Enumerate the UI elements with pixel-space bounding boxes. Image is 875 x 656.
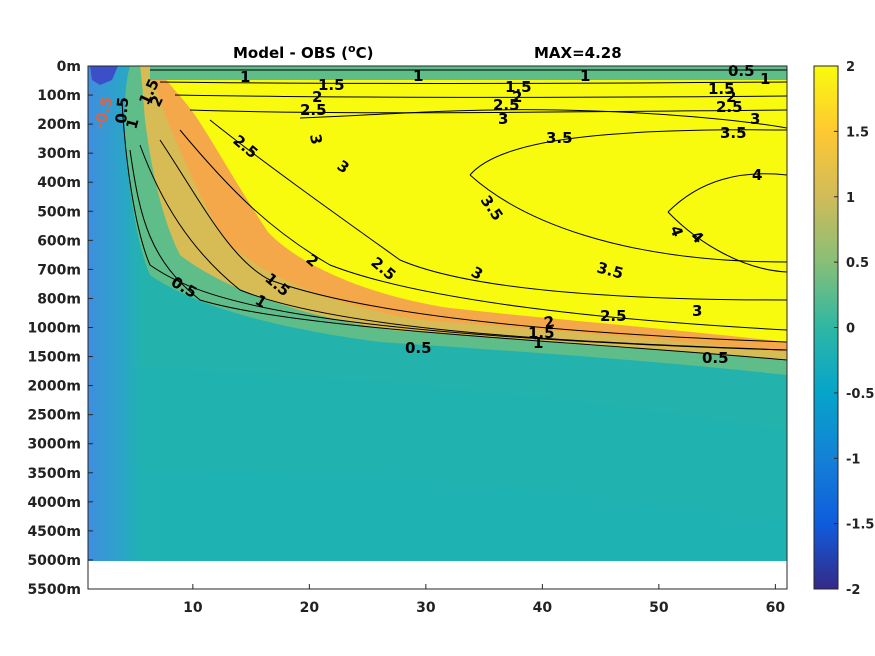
y-tick-label: 300m	[37, 146, 81, 162]
contour-label: 1	[760, 70, 770, 88]
colorbar-tick-label: -2	[846, 583, 860, 598]
x-tick-label: 30	[416, 600, 436, 616]
x-tick-label: 10	[183, 600, 203, 616]
colorbar-tick-label: 0	[846, 322, 855, 337]
y-axis: 0m 100m 200m 300m 400m 500m 600m 700m 800m 1000m 1…	[27, 59, 93, 598]
colorbar-tick-label: 1.5	[846, 125, 869, 140]
y-tick-label: 600m	[37, 233, 81, 249]
colorbar-tick-label: -0.5	[846, 387, 874, 402]
contour-label: 0.5	[728, 62, 755, 80]
contour-label: 1.5	[708, 80, 735, 98]
contour-label: 2	[512, 88, 522, 106]
y-tick-label: 1500m	[27, 350, 81, 366]
y-tick-label: 0m	[57, 59, 81, 75]
y-tick-label: 500m	[37, 204, 81, 220]
heatmap-field	[88, 66, 787, 589]
y-tick-label: 5000m	[27, 553, 81, 569]
y-tick-label: 800m	[37, 291, 81, 307]
contour-label: 1	[580, 67, 590, 85]
contour-label: 1	[413, 67, 423, 85]
contour-label: 0.5	[702, 349, 729, 367]
colorbar-tick-label: 0.5	[846, 256, 869, 271]
contour-label: 1.5	[528, 324, 555, 342]
contour-label: 3.5	[720, 124, 747, 142]
x-tick-label: 50	[649, 600, 669, 616]
contour-label: 1	[240, 68, 250, 86]
chart-title: Model - OBS (oC)	[233, 42, 373, 62]
contour-label: 2	[543, 312, 556, 332]
contour-label: 0.5	[405, 339, 432, 357]
contour-label: 1.5	[505, 78, 532, 96]
y-tick-label: 700m	[37, 262, 81, 278]
colorbar-tick-label: -1.5	[846, 518, 874, 533]
contour-label: 3	[692, 302, 702, 320]
x-axis: 10 20 30 40 50 60	[183, 584, 785, 616]
y-tick-label: 4000m	[27, 495, 81, 511]
contour-label: 2.5	[493, 96, 520, 114]
x-tick-label: 40	[533, 600, 553, 616]
contour-label: 3	[306, 133, 326, 146]
y-tick-label: 5500m	[27, 582, 81, 598]
y-tick-label: 2500m	[27, 408, 81, 424]
contour-label: 1	[122, 116, 142, 131]
y-tick-label: 100m	[37, 88, 81, 104]
contour-label: 3	[750, 110, 760, 128]
contour-label: 0.5	[112, 96, 132, 124]
contour-label: 4	[752, 166, 762, 184]
contour-label: 2	[726, 88, 736, 106]
colorbar-tick-label: 2	[846, 60, 855, 75]
chart-max-label: MAX=4.28	[534, 44, 622, 62]
contour-label: 3.5	[546, 129, 573, 147]
contour-label: 1	[533, 334, 543, 352]
contour-label: 2.5	[300, 101, 327, 119]
y-tick-label: 200m	[37, 117, 81, 133]
y-tick-label: 3500m	[27, 466, 81, 482]
y-tick-label: 400m	[37, 175, 81, 191]
contour-label: 3	[498, 110, 508, 128]
colorbar-axis: 2 1.5 1 0.5 0 -0.5 -1 -1.5 -2	[834, 60, 874, 598]
colorbar-tick-label: -1	[846, 452, 860, 467]
contour-label: 2.5	[600, 307, 627, 325]
y-tick-label: 2000m	[27, 379, 81, 395]
y-tick-label: 4500m	[27, 524, 81, 540]
y-tick-label: 1000m	[27, 321, 81, 337]
contour-label: 1.5	[318, 76, 345, 94]
contour-label: 2.5	[716, 98, 743, 116]
x-tick-label: 20	[300, 600, 320, 616]
contour-label: 2	[312, 88, 322, 106]
colorbar-tick-label: 1	[846, 191, 855, 206]
x-tick-label: 60	[766, 600, 786, 616]
y-tick-label: 3000m	[27, 437, 81, 453]
